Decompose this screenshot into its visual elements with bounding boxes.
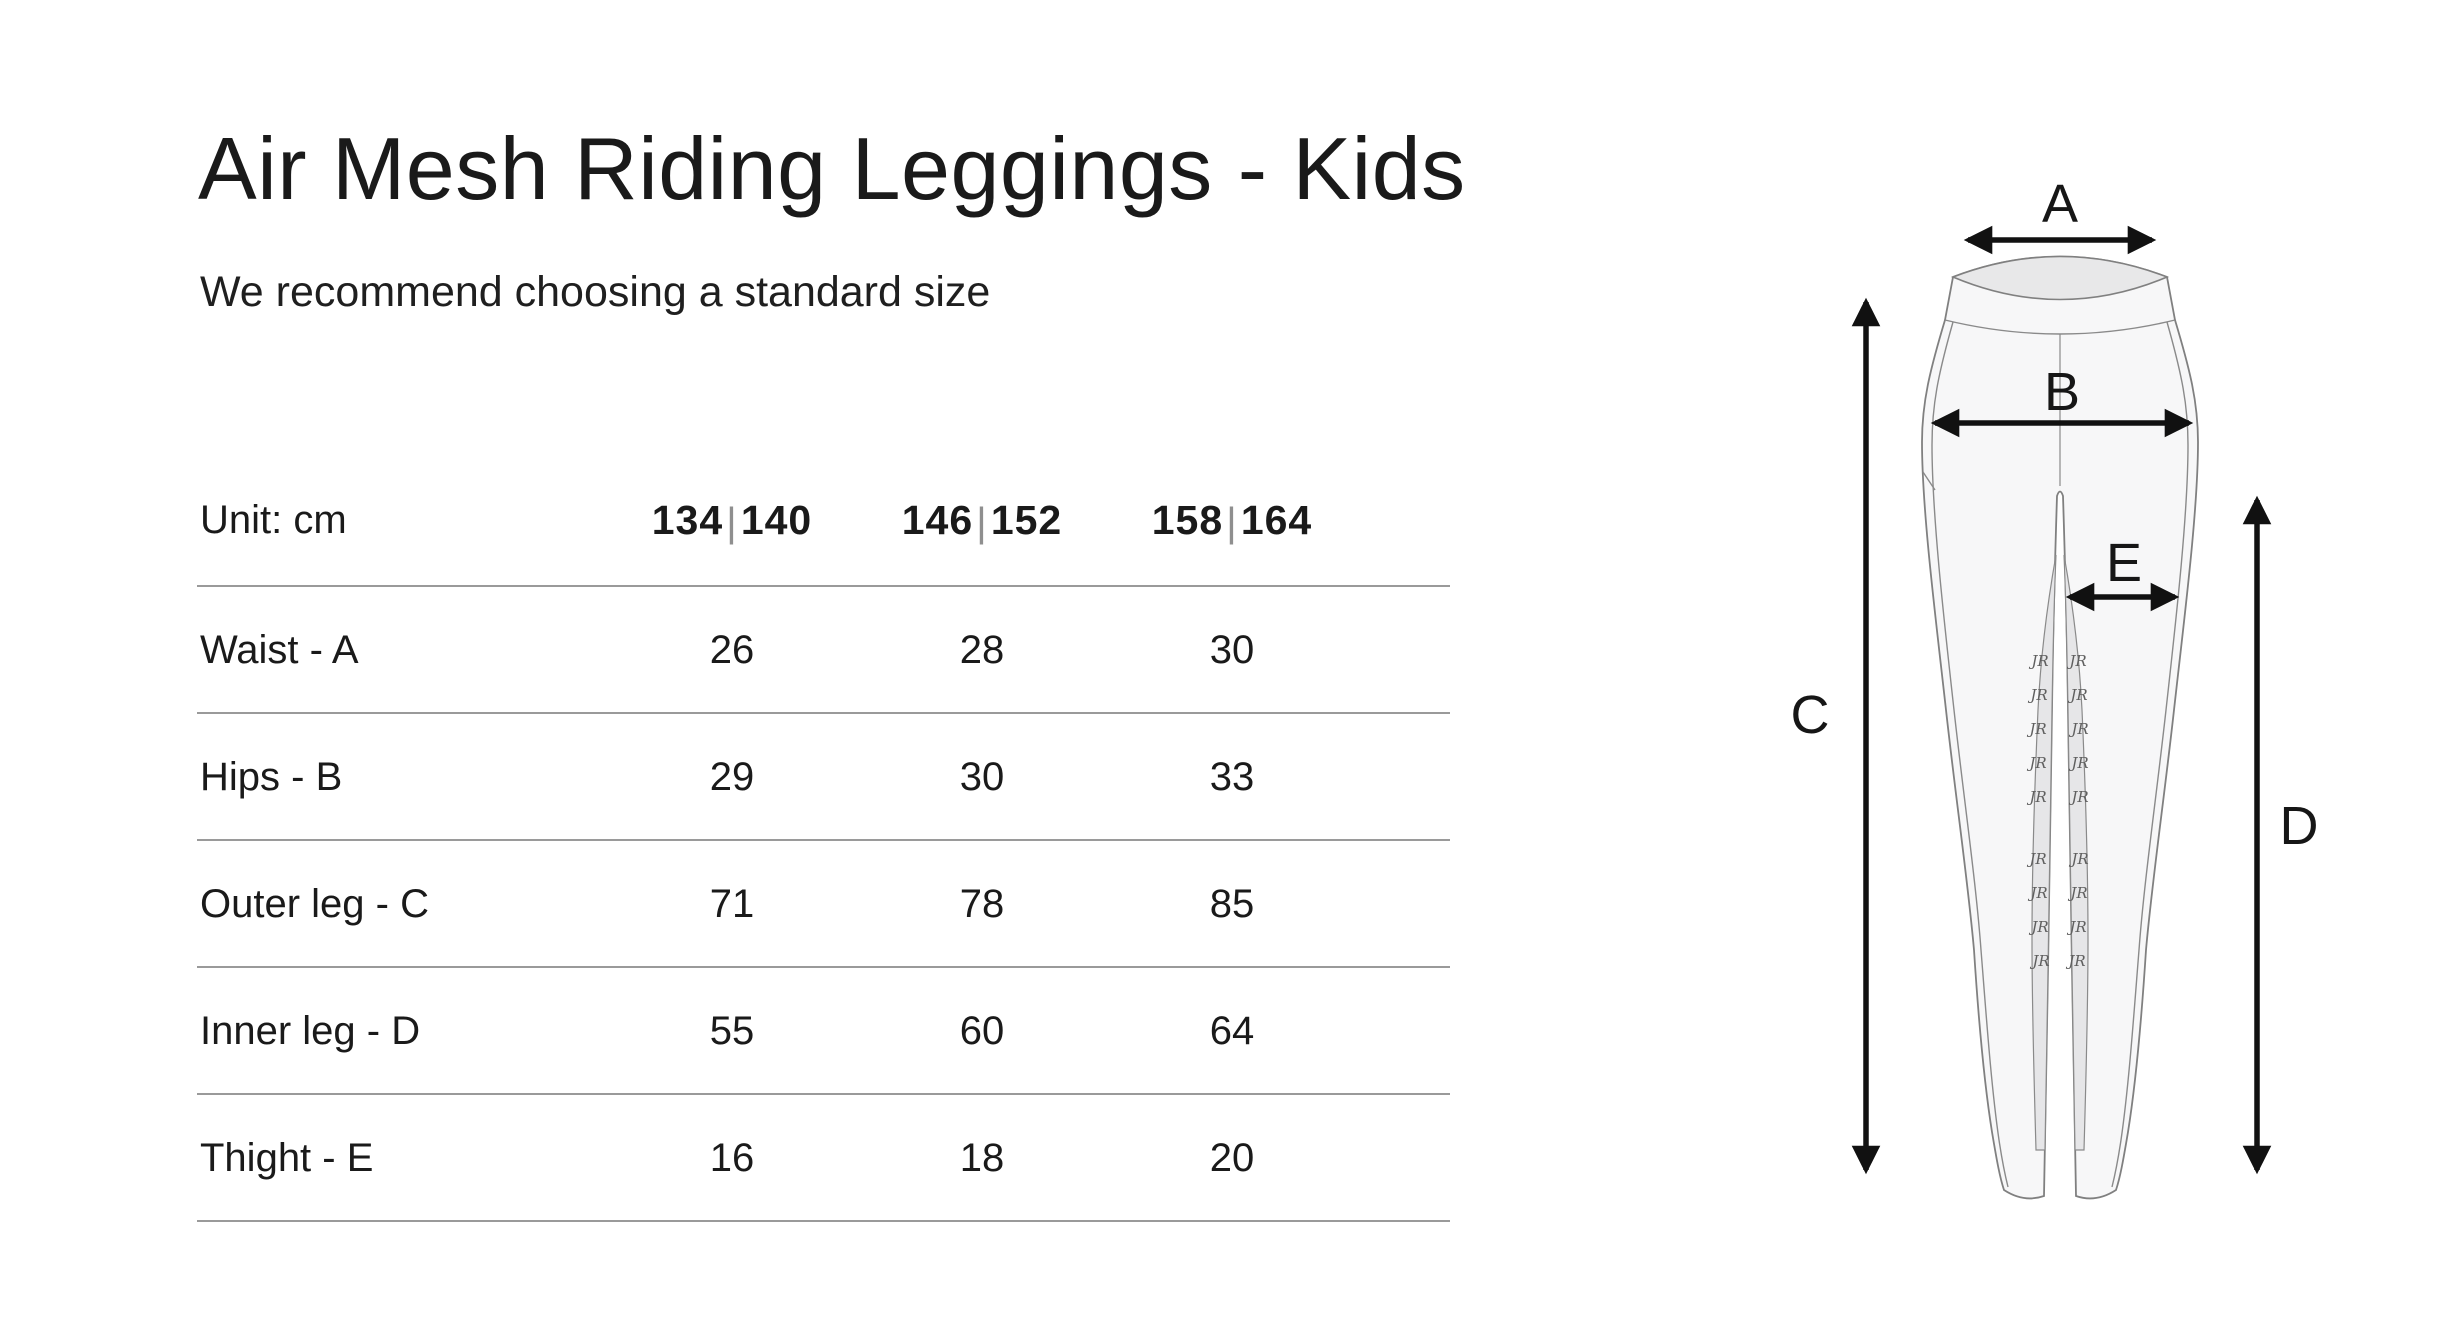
size-divider: | xyxy=(976,498,988,545)
outer-leg-label: C xyxy=(1791,685,1830,745)
brand-logo-jr: JR xyxy=(2027,686,2047,704)
unit-label: Unit: cm xyxy=(200,498,347,542)
measurement-value: 20 xyxy=(1209,1135,1255,1180)
left-grip-panel xyxy=(2031,554,2057,1151)
measurement-value: 33 xyxy=(1209,754,1255,799)
page-title: Air Mesh Riding Leggings - Kids xyxy=(198,119,1466,218)
size-value: 146 xyxy=(901,496,974,543)
measurement-value: 55 xyxy=(709,1008,755,1053)
table-row-thigh: Thight - E 16 18 20 xyxy=(197,1095,1450,1222)
table-row-outer-leg: Outer leg - C 71 78 85 xyxy=(197,841,1450,968)
size-column-header-1: 134|140 xyxy=(607,496,857,545)
brand-logo-jr: JR xyxy=(2027,884,2047,902)
measurement-value: 78 xyxy=(959,881,1005,926)
waistband-opening xyxy=(1950,255,2170,301)
brand-logo-jr: JR xyxy=(2029,952,2049,970)
measurement-value: 16 xyxy=(709,1135,755,1180)
measurement-value: 29 xyxy=(709,754,755,799)
measurement-value: 71 xyxy=(709,881,755,926)
brand-logo-jr: JR xyxy=(2068,850,2088,868)
size-value: 134 xyxy=(651,496,724,543)
waist-label: A xyxy=(2042,174,2078,234)
measurement-value: 85 xyxy=(1209,881,1255,926)
brand-logo-jr: JR xyxy=(2068,720,2088,738)
leggings-measurement-diagram: JR JR JR JR JR JR JR JR JR JR JR JR JR J… xyxy=(1791,174,2319,1200)
measurement-value: 30 xyxy=(959,754,1005,799)
hips-label: B xyxy=(2044,362,2080,422)
brand-logo-jr: JR xyxy=(2068,754,2088,772)
size-divider: | xyxy=(1226,498,1238,545)
measurement-value: 60 xyxy=(959,1008,1005,1053)
measurement-value: 30 xyxy=(1209,627,1255,672)
size-column-header-2: 146|152 xyxy=(857,496,1107,545)
right-side-seam xyxy=(2111,321,2189,1188)
size-table-header-row: Unit: cm 134|140 146|152 158|164 xyxy=(197,455,1450,587)
pocket-seam xyxy=(1922,471,1936,491)
brand-logo-jr: JR xyxy=(2068,788,2088,806)
table-row-waist: Waist - A 26 28 30 xyxy=(197,587,1450,714)
measurement-value: 28 xyxy=(959,627,1005,672)
brand-logo-jr: JR xyxy=(2066,652,2086,670)
brand-logo-jr: JR xyxy=(2067,686,2087,704)
page-subtitle: We recommend choosing a standard size xyxy=(200,268,991,316)
inner-leg-label: D xyxy=(2280,796,2319,856)
measurement-label: Waist - A xyxy=(200,627,359,672)
measurement-label: Thight - E xyxy=(200,1135,374,1180)
brand-logo-jr: JR xyxy=(2026,720,2046,738)
size-value: 152 xyxy=(990,496,1063,543)
size-table: Unit: cm 134|140 146|152 158|164 Waist -… xyxy=(197,455,1450,1222)
brand-logo-jr: JR xyxy=(2026,788,2046,806)
brand-logo-jr: JR xyxy=(2026,850,2046,868)
leggings-outline xyxy=(1921,255,2199,1200)
left-side-seam xyxy=(1931,321,2009,1188)
size-value: 140 xyxy=(740,496,813,543)
measurement-value: 64 xyxy=(1209,1008,1255,1053)
table-row-inner-leg: Inner leg - D 55 60 64 xyxy=(197,968,1450,1095)
table-row-hips: Hips - B 29 30 33 xyxy=(197,714,1450,841)
size-value: 164 xyxy=(1240,496,1313,543)
brand-logo-jr: JR xyxy=(2066,918,2086,936)
brand-logo-jr: JR xyxy=(2028,918,2048,936)
thigh-label: E xyxy=(2106,533,2142,593)
measurement-label: Hips - B xyxy=(200,754,343,799)
measurement-label: Inner leg - D xyxy=(200,1008,421,1053)
size-value: 158 xyxy=(1151,496,1224,543)
brand-logo-jr: JR xyxy=(2026,754,2046,772)
size-column-header-3: 158|164 xyxy=(1107,496,1357,545)
measurement-label: Outer leg - C xyxy=(200,881,429,926)
measurement-value: 26 xyxy=(709,627,755,672)
measurement-value: 18 xyxy=(959,1135,1005,1180)
right-grip-panel xyxy=(2063,554,2089,1151)
size-divider: | xyxy=(726,498,738,545)
brand-logo-jr: JR xyxy=(2067,884,2087,902)
brand-logo-jr: JR xyxy=(2065,952,2085,970)
brand-logo-jr: JR xyxy=(2028,652,2048,670)
